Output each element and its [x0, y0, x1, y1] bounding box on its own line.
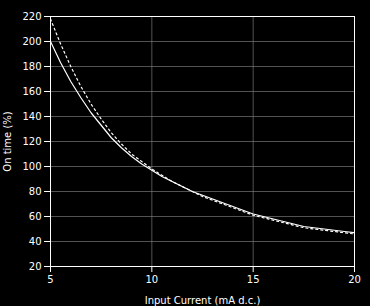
svg-text:100: 100 — [22, 161, 41, 172]
svg-text:5: 5 — [47, 274, 53, 285]
svg-text:120: 120 — [22, 136, 41, 147]
svg-text:40: 40 — [29, 236, 42, 247]
svg-text:160: 160 — [22, 86, 41, 97]
svg-text:20: 20 — [348, 274, 361, 285]
svg-text:60: 60 — [29, 211, 42, 222]
svg-text:220: 220 — [22, 11, 41, 22]
svg-text:20: 20 — [29, 261, 42, 272]
svg-text:On time (%): On time (%) — [2, 111, 13, 172]
svg-text:200: 200 — [22, 36, 41, 47]
svg-text:180: 180 — [22, 61, 41, 72]
svg-text:Input Current (mA d.c.): Input Current (mA d.c.) — [145, 295, 261, 306]
svg-text:140: 140 — [22, 111, 41, 122]
svg-text:80: 80 — [29, 186, 42, 197]
svg-text:15: 15 — [247, 274, 260, 285]
svg-text:10: 10 — [145, 274, 158, 285]
